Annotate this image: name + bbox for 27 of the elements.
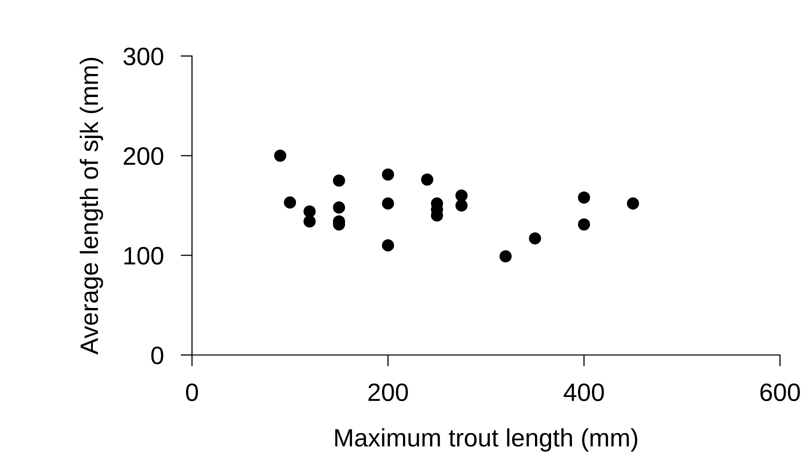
point [382, 168, 394, 181]
y-tick-label: 200 [124, 147, 164, 165]
point [455, 199, 468, 212]
y-tick-label: 300 [123, 48, 164, 66]
point [421, 174, 434, 186]
point [578, 191, 590, 204]
x-axis-title: Maximum trout length (mm) [335, 428, 638, 452]
y-tick-label: 0 [151, 346, 164, 364]
point [626, 197, 640, 210]
y-tick-label: 100 [124, 246, 164, 265]
point [284, 196, 296, 209]
x-tick-label: 200 [368, 383, 408, 402]
x-tick-label: 0 [186, 383, 198, 402]
point [304, 205, 316, 218]
point [455, 189, 468, 202]
point [332, 174, 346, 187]
y-axis-title: Average length of sjk (mm) [80, 58, 104, 355]
point [332, 201, 346, 214]
point [382, 239, 394, 252]
point [500, 250, 512, 262]
x-tick-label: 600 [760, 383, 800, 402]
point [274, 150, 286, 162]
x-tick-label: 400 [564, 383, 604, 402]
point [304, 215, 316, 228]
point [528, 232, 542, 244]
point [578, 218, 590, 231]
point [382, 197, 394, 210]
